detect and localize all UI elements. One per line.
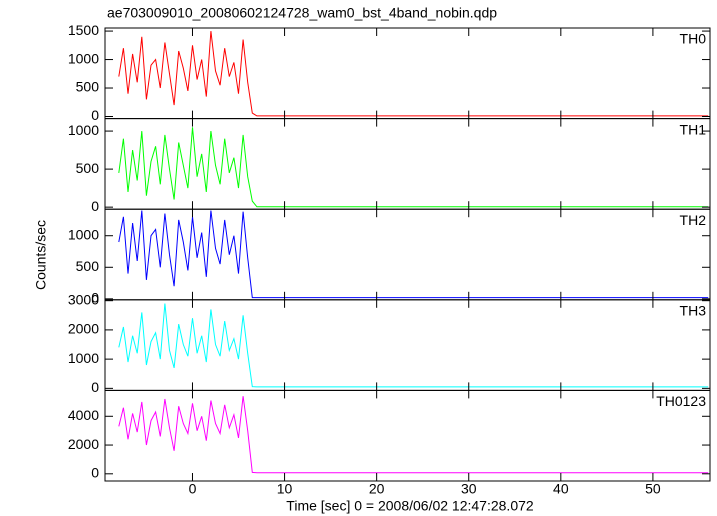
y-tick-label: 0 <box>91 198 99 214</box>
series-label: TH3 <box>680 303 707 319</box>
x-axis-label: Time [sec] 0 = 2008/06/02 12:47:28.072 <box>286 498 534 514</box>
y-tick-label: 4000 <box>68 407 99 423</box>
y-tick-label: 0 <box>91 107 99 123</box>
y-tick-label: 500 <box>76 79 100 95</box>
light-curve <box>118 396 709 474</box>
y-tick-label: 500 <box>76 258 100 274</box>
series-label: TH1 <box>680 121 707 137</box>
panel-frame <box>104 27 711 120</box>
y-tick-label: 1500 <box>68 22 99 38</box>
y-tick-label: 2000 <box>68 436 99 452</box>
y-tick-label: 2000 <box>68 321 99 337</box>
y-axis-label: Counts/sec <box>33 220 49 290</box>
series-label: TH0 <box>680 31 707 47</box>
x-tick-label: 10 <box>277 481 293 497</box>
x-tick-label: 40 <box>553 481 569 497</box>
light-curve <box>118 303 709 388</box>
y-tick-label: 1000 <box>68 50 99 66</box>
y-tick-label: 500 <box>76 160 100 176</box>
y-tick-label: 3000 <box>68 291 99 307</box>
y-tick-label: 0 <box>91 465 99 481</box>
light-curve <box>118 31 709 117</box>
panel-frame <box>104 389 711 482</box>
light-curve <box>118 127 709 208</box>
panel-frame <box>104 208 711 301</box>
y-tick-label: 0 <box>91 290 99 306</box>
light-curve <box>118 210 709 299</box>
x-tick-label: 0 <box>189 481 197 497</box>
chart-title: ae703009010_20080602124728_wam0_bst_4ban… <box>107 5 497 21</box>
x-tick-label: 50 <box>645 481 661 497</box>
y-tick-label: 0 <box>91 379 99 395</box>
y-tick-label: 1000 <box>68 226 99 242</box>
series-label: TH2 <box>680 212 707 228</box>
y-tick-label: 1000 <box>68 350 99 366</box>
x-tick-label: 30 <box>461 481 477 497</box>
series-label: TH0123 <box>656 393 706 409</box>
x-tick-label: 20 <box>369 481 385 497</box>
y-tick-label: 1000 <box>68 122 99 138</box>
